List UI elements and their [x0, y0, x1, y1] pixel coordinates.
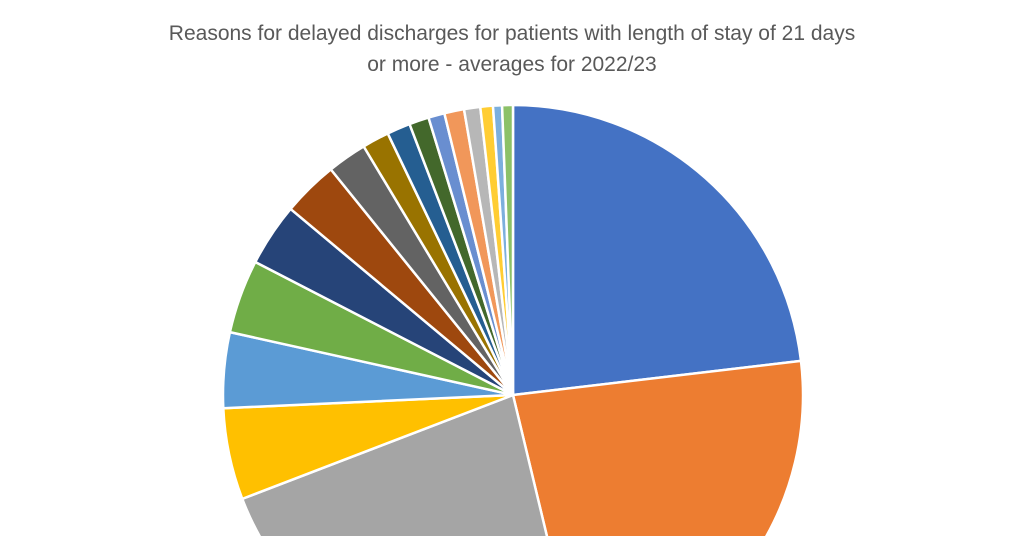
- pie-slice-18: [500, 103, 515, 397]
- chart-title: Reasons for delayed discharges for patie…: [0, 18, 1024, 80]
- pie-slice-2: [511, 359, 805, 536]
- pie-slices: [221, 103, 805, 536]
- chart-title-line-1: Reasons for delayed discharges for patie…: [168, 22, 856, 45]
- pie-slice-3: [241, 393, 549, 536]
- pie-slice-1: [511, 103, 803, 397]
- chart-title-line-2: or more - averages for 2022/23: [367, 53, 657, 76]
